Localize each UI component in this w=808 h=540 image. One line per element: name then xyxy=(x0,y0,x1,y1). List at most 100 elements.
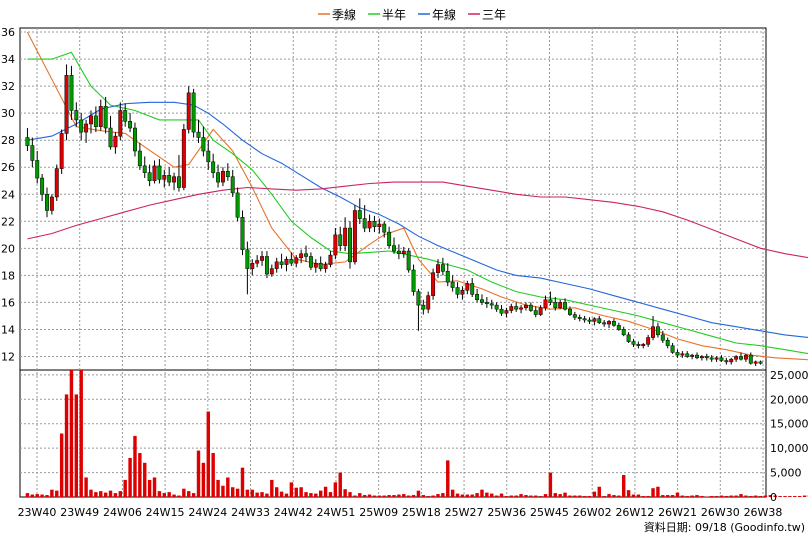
x-tick-label: 26W02 xyxy=(573,506,612,519)
candle-body xyxy=(181,129,186,188)
candle-body xyxy=(137,150,142,167)
candle-body xyxy=(582,318,587,321)
candle-body xyxy=(157,165,162,180)
candle-body xyxy=(30,145,35,161)
volume-bar xyxy=(729,495,733,497)
volume-bar xyxy=(318,490,323,497)
volume-bar xyxy=(690,495,694,497)
ma-line-year xyxy=(27,101,808,338)
candle-body xyxy=(113,135,118,148)
x-tick-label: 24W24 xyxy=(188,506,227,519)
candle-body xyxy=(695,354,699,359)
candle-body xyxy=(162,175,167,180)
volume-bar xyxy=(367,494,372,497)
volume-bar xyxy=(362,495,367,497)
candle-body xyxy=(465,283,470,291)
volume-bar xyxy=(509,495,514,497)
price-tick-label: 30 xyxy=(1,107,15,120)
volume-bar xyxy=(289,482,294,497)
volume-bar xyxy=(411,495,416,497)
volume-bar xyxy=(94,492,98,497)
candle-body xyxy=(523,304,528,309)
candle-body xyxy=(636,344,641,346)
volume-bar xyxy=(582,496,587,497)
candle-body xyxy=(245,249,250,269)
volume-bar xyxy=(45,495,49,497)
volume-bar xyxy=(221,485,225,497)
candle-body xyxy=(470,283,475,295)
price-tick-label: 28 xyxy=(1,134,15,147)
x-tick-label: 25W45 xyxy=(530,506,569,519)
volume-bar xyxy=(172,494,176,497)
candle-body xyxy=(176,176,181,188)
volume-bar xyxy=(714,496,719,497)
volume-bar xyxy=(548,472,553,497)
candle-body xyxy=(387,231,392,246)
x-tick-label: 24W51 xyxy=(317,506,356,519)
candle-body xyxy=(641,344,646,346)
legend: 季線 半年 年線 三年 xyxy=(318,7,506,22)
volume-bar xyxy=(274,487,279,497)
volume-bar xyxy=(143,462,147,497)
candle-body xyxy=(748,354,753,364)
volume-bar xyxy=(739,494,743,497)
candle-body xyxy=(685,353,690,357)
volume-bar xyxy=(265,493,269,497)
volume-bars xyxy=(25,370,808,498)
candle-body xyxy=(406,250,411,271)
volume-bar xyxy=(260,492,264,497)
candle-body xyxy=(216,172,221,183)
volume-bar xyxy=(240,467,245,497)
volume-bar xyxy=(431,495,435,497)
volume-bar xyxy=(436,494,440,497)
volume-bar xyxy=(196,450,201,497)
price-tick-label: 20 xyxy=(1,242,15,255)
x-tick-label: 23W40 xyxy=(18,506,57,519)
candle-body xyxy=(225,171,230,177)
volume-bar xyxy=(490,493,494,497)
volume-bar xyxy=(641,496,645,497)
volume-bar xyxy=(446,460,450,497)
candle-body xyxy=(558,302,563,309)
x-tick-label: 24W42 xyxy=(274,506,313,519)
candle-body xyxy=(172,176,177,183)
candle-body xyxy=(548,299,553,303)
candle-body xyxy=(494,304,499,310)
candle-body xyxy=(118,110,123,137)
candle-body xyxy=(758,361,763,364)
volume-bar xyxy=(665,495,670,497)
price-tick-label: 24 xyxy=(1,188,15,201)
candle-body xyxy=(739,356,743,360)
candle-body xyxy=(660,334,665,341)
candle-body xyxy=(372,221,377,227)
candle-body xyxy=(93,115,98,127)
volume-bar xyxy=(187,491,191,497)
candle-body xyxy=(421,304,426,310)
candle-body xyxy=(680,353,685,356)
volume-bar xyxy=(661,495,665,497)
candle-body xyxy=(147,172,152,182)
candle-body xyxy=(538,307,543,315)
volume-bar xyxy=(612,495,616,497)
candle-body xyxy=(484,302,489,305)
candle-body xyxy=(426,295,431,310)
candle-body xyxy=(396,250,401,254)
candle-body xyxy=(269,268,274,275)
volume-bar xyxy=(40,494,44,497)
candle-body xyxy=(592,318,597,322)
candle-body xyxy=(475,294,480,300)
volume-bar xyxy=(768,495,773,497)
volume-bar xyxy=(358,493,362,497)
volume-bar xyxy=(147,479,152,497)
candle-body xyxy=(563,302,568,310)
candle-body xyxy=(103,106,108,129)
candle-body xyxy=(98,106,103,127)
volume-bar xyxy=(30,494,35,497)
volume-bar xyxy=(587,496,592,497)
candle-body xyxy=(382,223,387,233)
candle-body xyxy=(602,322,607,325)
ma-line-3year xyxy=(27,181,808,259)
volume-bar xyxy=(99,491,103,497)
volume-bar xyxy=(235,488,240,497)
volume-bar xyxy=(328,492,333,497)
